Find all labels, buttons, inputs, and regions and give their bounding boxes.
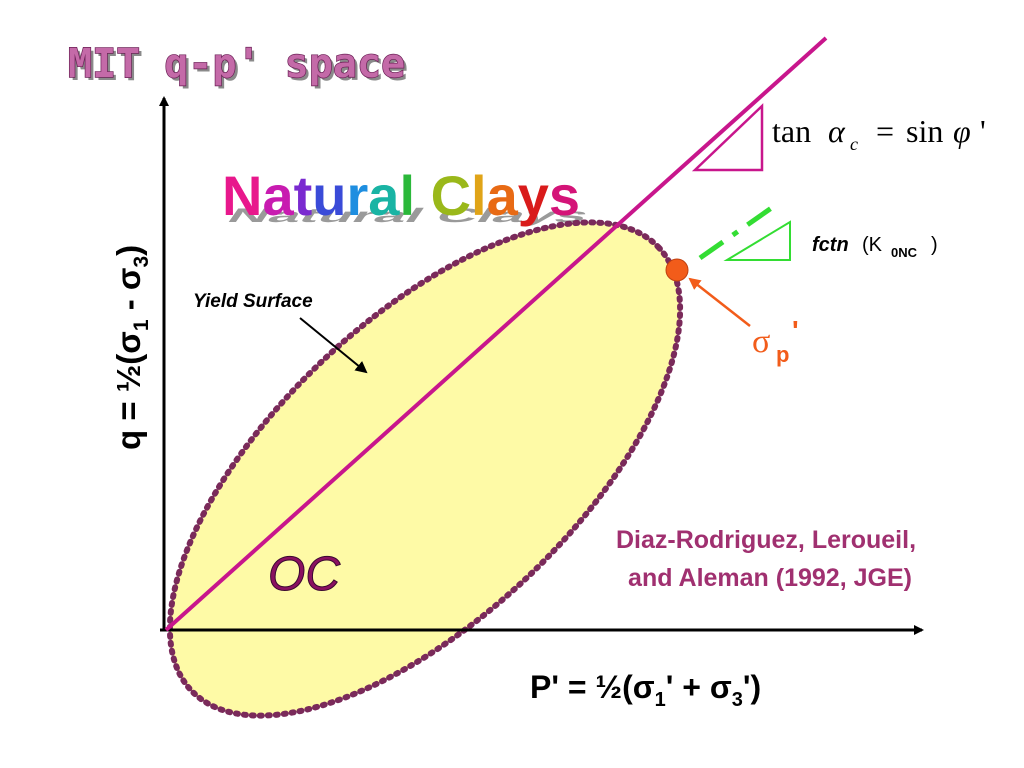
failure-line	[164, 36, 828, 632]
fctn-label: fctn (K 0NC )	[812, 234, 938, 260]
citation-line1: Diaz-Rodriguez, Leroueil,	[616, 526, 916, 554]
eq-alpha-sub: c	[850, 134, 858, 154]
k0nc-line	[698, 199, 782, 261]
eq-equals: =	[876, 113, 894, 149]
page-title: MIT q-p' space	[68, 41, 405, 87]
sigma-p-symbol: σ	[752, 323, 770, 360]
yield-surface-ellipse	[166, 219, 684, 719]
subtitle-shadow: Natural Clays	[222, 205, 595, 227]
svg-text:Natural Clays: Natural Clays	[222, 205, 595, 227]
sigma-p-label: σ p '	[752, 315, 799, 367]
eq-sin: sin	[906, 113, 943, 149]
slope-triangle-k0nc	[723, 220, 791, 261]
fctn-arg: (K	[862, 234, 883, 256]
fctn-close: )	[931, 234, 938, 256]
sigma-p-point	[665, 258, 689, 282]
y-axis-label: q = ½(σ1 - σ3)	[110, 245, 153, 450]
fctn-text: fctn	[812, 234, 849, 256]
eq-prime: '	[980, 113, 986, 149]
tan-equation: tan α c = sin φ '	[772, 113, 986, 154]
eq-tan: tan	[772, 113, 811, 149]
x-axis-label: P' = ½(σ1' + σ3')	[530, 669, 761, 711]
slope-triangle-failure	[691, 103, 764, 172]
citation-line2: and Aleman (1992, JGE)	[628, 564, 912, 592]
svg-text:q = ½(σ1 - σ3): q = ½(σ1 - σ3)	[110, 245, 153, 450]
oc-label: OC	[268, 548, 340, 601]
subtitle: Natural Clays	[222, 164, 580, 227]
page-title-shadow: MIT q-p' space	[71, 44, 408, 90]
eq-alpha: α	[828, 113, 846, 149]
eq-phi: φ	[953, 113, 971, 149]
sigma-p-prime: '	[792, 315, 799, 346]
yield-surface-arrow	[299, 317, 368, 374]
fctn-sub: 0NC	[891, 245, 918, 260]
yield-surface-label: Yield Surface	[193, 291, 313, 312]
sigma-p-arrow	[688, 277, 751, 327]
sigma-p-sub: p	[776, 342, 789, 367]
